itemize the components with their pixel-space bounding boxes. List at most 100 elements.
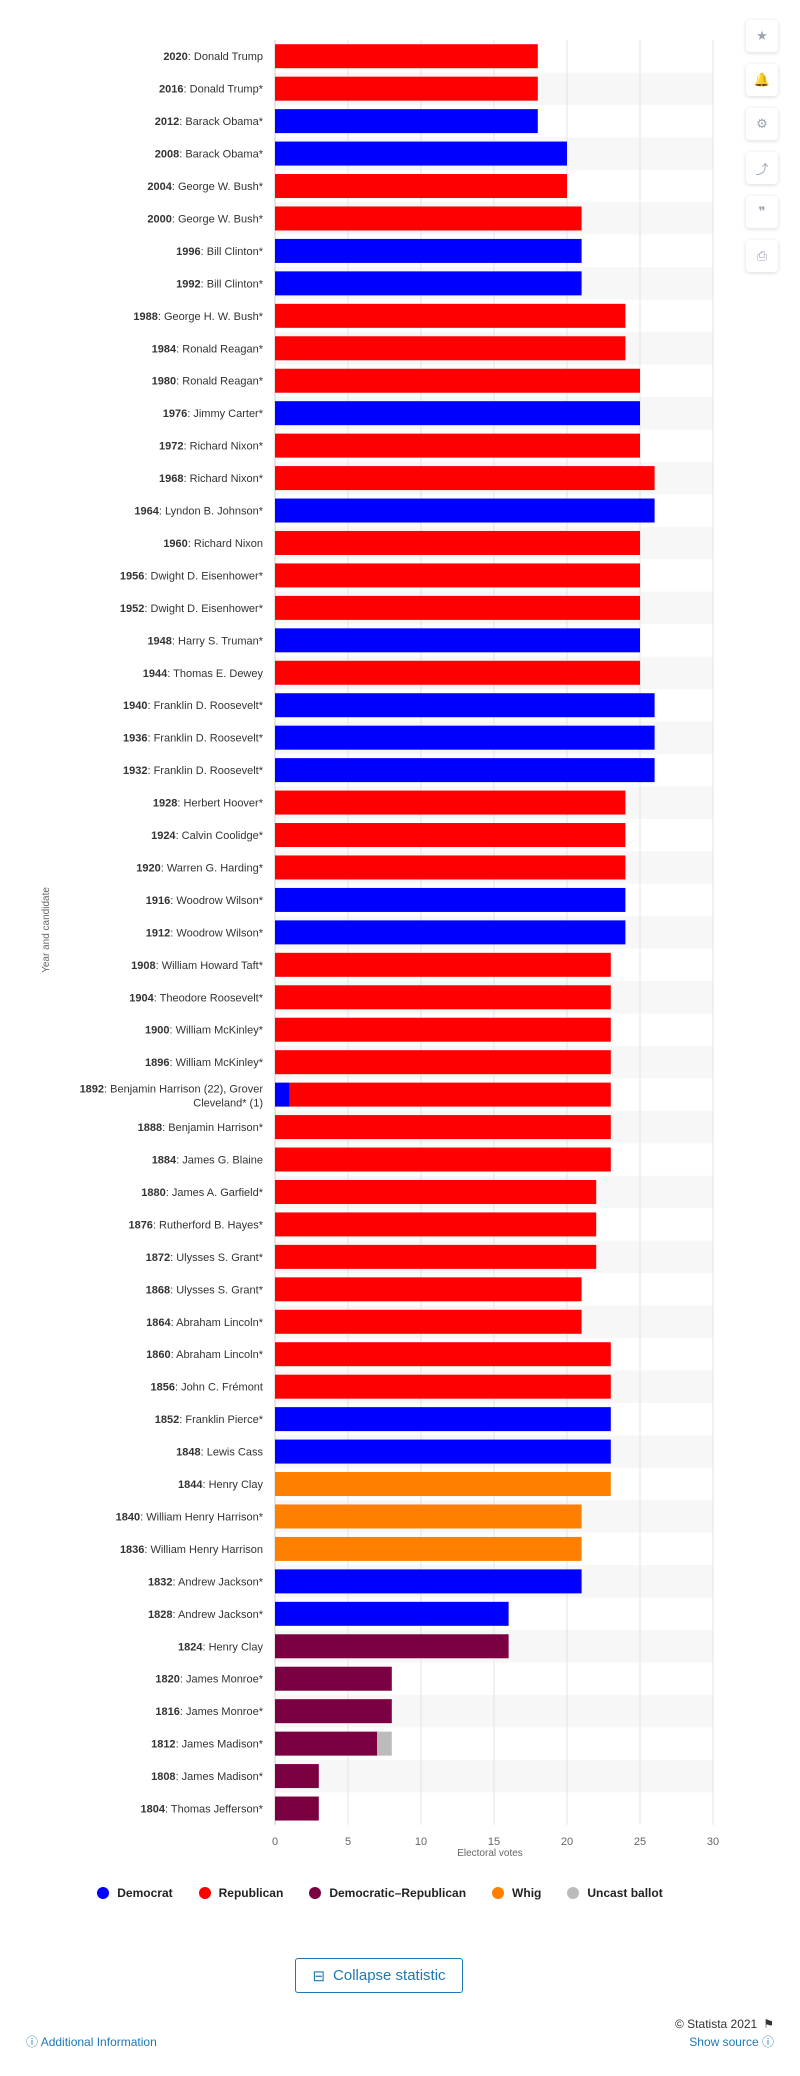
bar-1920-republican[interactable] xyxy=(275,855,626,880)
y-tick-label: 1996: Bill Clinton* xyxy=(176,246,264,258)
share-icon[interactable]: ⤴ xyxy=(746,152,778,184)
bar-1992-democrat[interactable] xyxy=(275,271,582,296)
bar-1804-democratic-republican[interactable] xyxy=(275,1796,319,1821)
copyright-text: © Statista 2021 xyxy=(675,2017,758,2031)
y-tick-label: 1928: Herbert Hoover* xyxy=(153,798,264,810)
y-tick-label: 2016: Donald Trump* xyxy=(159,84,264,96)
bar-1944-republican[interactable] xyxy=(275,660,640,685)
y-tick-label: 1836: William Henry Harrison xyxy=(120,1544,263,1556)
bar-1904-republican[interactable] xyxy=(275,985,611,1010)
show-source-link[interactable]: Show source ⓘ xyxy=(689,2033,774,2050)
bar-1892-democrat[interactable] xyxy=(275,1082,290,1107)
y-tick-label: 1964: Lyndon B. Johnson* xyxy=(134,506,263,518)
y-tick-label: 1952: Dwight D. Eisenhower* xyxy=(120,603,264,615)
quote-icon[interactable]: ❞ xyxy=(746,196,778,228)
bar-1952-republican[interactable] xyxy=(275,595,640,620)
legend-marker xyxy=(567,1887,580,1899)
bar-1956-republican[interactable] xyxy=(275,563,640,588)
y-tick-label: 2008: Barack Obama* xyxy=(155,149,264,161)
y-tick-label: 1816: James Monroe* xyxy=(155,1706,263,1718)
bar-1900-republican[interactable] xyxy=(275,1017,611,1042)
bar-1916-democrat[interactable] xyxy=(275,887,626,912)
bar-1928-republican[interactable] xyxy=(275,790,626,815)
bar-1876-republican[interactable] xyxy=(275,1212,597,1237)
additional-information-link[interactable]: ⓘ Additional Information xyxy=(26,2033,157,2050)
bar-1988-republican[interactable] xyxy=(275,303,626,328)
legend-item[interactable]: Uncast ballot xyxy=(567,1886,663,1900)
bar-1868-republican[interactable] xyxy=(275,1277,582,1302)
bar-2020-republican[interactable] xyxy=(275,44,538,69)
bar-1888-republican[interactable] xyxy=(275,1115,611,1140)
bar-1860-republican[interactable] xyxy=(275,1342,611,1367)
legend-label: Republican xyxy=(218,1886,284,1900)
bar-1940-democrat[interactable] xyxy=(275,693,655,718)
print-icon[interactable]: ⎙ xyxy=(746,240,778,272)
bar-1852-democrat[interactable] xyxy=(275,1407,611,1432)
x-tick-label: 25 xyxy=(634,1836,646,1848)
bar-1984-republican[interactable] xyxy=(275,336,626,361)
bar-1924-republican[interactable] xyxy=(275,823,626,848)
notification-bell-icon[interactable]: 🔔 xyxy=(746,64,778,96)
y-tick-label: 1804: Thomas Jefferson* xyxy=(140,1804,263,1816)
bar-1848-democrat[interactable] xyxy=(275,1439,611,1464)
y-tick-label: 1904: Theodore Roosevelt* xyxy=(129,992,263,1004)
favorite-star-icon[interactable]: ★ xyxy=(746,20,778,52)
bar-1968-republican[interactable] xyxy=(275,466,655,491)
legend-item[interactable]: Democrat xyxy=(97,1886,173,1900)
y-tick-label: 1820: James Monroe* xyxy=(155,1674,263,1686)
y-tick-label: 1848: Lewis Cass xyxy=(176,1447,263,1459)
bar-1972-republican[interactable] xyxy=(275,433,640,458)
bar-2004-republican[interactable] xyxy=(275,174,567,199)
legend-item[interactable]: Republican xyxy=(198,1886,284,1900)
legend-item[interactable]: Democratic–Republican xyxy=(309,1886,466,1900)
bar-2000-republican[interactable] xyxy=(275,206,582,231)
bar-1912-democrat[interactable] xyxy=(275,920,626,945)
bar-1880-republican[interactable] xyxy=(275,1179,597,1204)
settings-gear-icon[interactable]: ⚙ xyxy=(746,108,778,140)
collapse-statistic-button[interactable]: ⊟ Collapse statistic xyxy=(295,1958,463,1993)
info-icon: ⓘ xyxy=(26,2035,39,2049)
bar-1856-republican[interactable] xyxy=(275,1374,611,1399)
bar-1828-democrat[interactable] xyxy=(275,1601,509,1626)
bar-1964-democrat[interactable] xyxy=(275,498,655,523)
bar-1832-democrat[interactable] xyxy=(275,1569,582,1594)
y-axis-labels: 2020: Donald Trump 2016: Donald Trump* 201… xyxy=(80,51,264,1815)
bar-1884-republican[interactable] xyxy=(275,1147,611,1172)
bar-1908-republican[interactable] xyxy=(275,952,611,977)
bar-2012-democrat[interactable] xyxy=(275,109,538,134)
bar-1960-republican[interactable] xyxy=(275,530,640,555)
bar-1808-democratic-republican[interactable] xyxy=(275,1764,319,1789)
flag-icon[interactable]: ⚑ xyxy=(763,2017,774,2031)
bar-2016-republican[interactable] xyxy=(275,76,538,101)
bar-1980-republican[interactable] xyxy=(275,368,640,393)
bar-1896-republican[interactable] xyxy=(275,1050,611,1075)
bar-1824-democratic-republican[interactable] xyxy=(275,1634,509,1659)
bar-1840-whig[interactable] xyxy=(275,1504,582,1529)
bar-1892-republican[interactable] xyxy=(289,1082,611,1107)
bar-1836-whig[interactable] xyxy=(275,1536,582,1561)
y-tick-label: 1884: James G. Blaine xyxy=(152,1155,263,1167)
bar-1844-whig[interactable] xyxy=(275,1472,611,1497)
bar-1948-democrat[interactable] xyxy=(275,628,640,653)
legend-label: Democratic–Republican xyxy=(329,1886,467,1900)
legend-marker xyxy=(97,1887,110,1899)
x-axis-ticks: 0 5 10 15 20 25 30 xyxy=(272,1836,719,1848)
bar-1816-democratic-republican[interactable] xyxy=(275,1699,392,1724)
y-tick-label: 1876: Rutherford B. Hayes* xyxy=(128,1219,263,1231)
bar-1932-democrat[interactable] xyxy=(275,758,655,783)
y-tick-label: 1912: Woodrow Wilson* xyxy=(146,927,264,939)
y-tick-label: 1844: Henry Clay xyxy=(178,1479,264,1491)
bar-1820-democratic-republican[interactable] xyxy=(275,1666,392,1691)
bar-1812-democratic-republican[interactable] xyxy=(275,1731,378,1756)
bar-1976-democrat[interactable] xyxy=(275,401,640,426)
bar-1812-uncast-ballot[interactable] xyxy=(377,1731,392,1756)
bar-2008-democrat[interactable] xyxy=(275,141,567,166)
y-tick-label: 1864: Abraham Lincoln* xyxy=(146,1317,264,1329)
y-tick-label: 1868: Ulysses S. Grant* xyxy=(146,1284,264,1296)
bar-1996-democrat[interactable] xyxy=(275,238,582,263)
bar-1872-republican[interactable] xyxy=(275,1244,597,1269)
bar-1864-republican[interactable] xyxy=(275,1309,582,1334)
bar-1936-democrat[interactable] xyxy=(275,725,655,750)
legend-item[interactable]: Whig xyxy=(492,1886,541,1900)
